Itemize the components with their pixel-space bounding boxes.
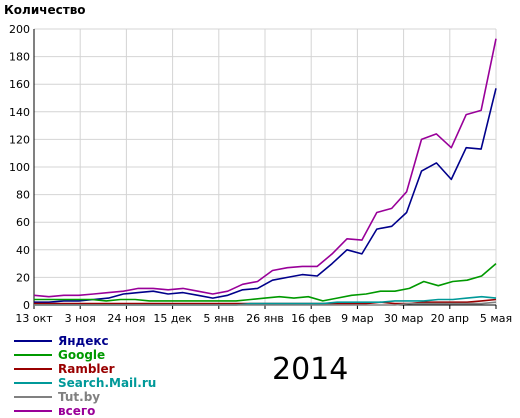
y-tick-label: 200 (9, 23, 30, 36)
legend-label: Tut.by (58, 390, 101, 404)
x-tick-label: 16 фев (291, 312, 331, 325)
legend-item: Rambler (14, 362, 156, 376)
legend-item: всего (14, 404, 156, 418)
x-tick-label: 5 янв (203, 312, 234, 325)
series-line-Tut.by (34, 301, 497, 306)
y-axis-title: Количество (4, 3, 86, 17)
x-tick-label: 24 ноя (107, 312, 145, 325)
legend-label: Rambler (58, 362, 115, 376)
y-tick-label: 0 (23, 299, 30, 312)
line-chart: 0 20 40 60 80 100 120 140 160 180 200 13 окт 3 ноя 24… (9, 23, 512, 325)
y-tick-label: 120 (9, 133, 30, 146)
legend-item: Search.Mail.ru (14, 376, 156, 390)
x-tick-label: 9 мар (341, 312, 374, 325)
series-line-всего (33, 38, 497, 298)
legend-item: Tut.by (14, 390, 156, 404)
series-line-Google (34, 262, 497, 302)
x-tick-label: 26 янв (246, 312, 284, 325)
y-tick-label: 60 (16, 216, 30, 229)
x-tick-label: 15 дек (153, 312, 192, 325)
y-tick-label: 80 (16, 189, 30, 202)
y-tick-label: 40 (16, 244, 30, 257)
y-tick-label: 180 (9, 51, 30, 64)
legend: Яндекс Google Rambler Search.Mail.ru Tut.by в… (14, 334, 156, 418)
legend-label: Search.Mail.ru (58, 376, 157, 390)
legend-swatch (14, 396, 52, 398)
legend-label: Google (58, 348, 106, 362)
series-line-Яндекс (34, 88, 497, 304)
legend-swatch (14, 410, 52, 412)
x-tick-label: 13 окт (15, 312, 53, 325)
legend-item: Яндекс (14, 334, 156, 348)
legend-swatch (14, 382, 52, 384)
legend-item: Google (14, 348, 156, 362)
y-tick-label: 100 (9, 161, 30, 174)
x-tick-label: 30 мар (384, 312, 424, 325)
y-tick-label: 140 (9, 106, 30, 119)
x-tick-label: 20 апр (431, 312, 469, 325)
legend-swatch (14, 340, 52, 342)
y-tick-label: 20 (16, 271, 30, 284)
year-annotation: 2014 (272, 352, 349, 387)
legend-swatch (14, 354, 52, 356)
legend-swatch (14, 368, 52, 370)
x-tick-label: 3 ноя (65, 312, 96, 325)
x-tick-label: 5 мая (480, 312, 512, 325)
legend-label: Яндекс (58, 334, 109, 348)
legend-label: всего (58, 404, 96, 418)
y-tick-label: 160 (9, 78, 30, 91)
